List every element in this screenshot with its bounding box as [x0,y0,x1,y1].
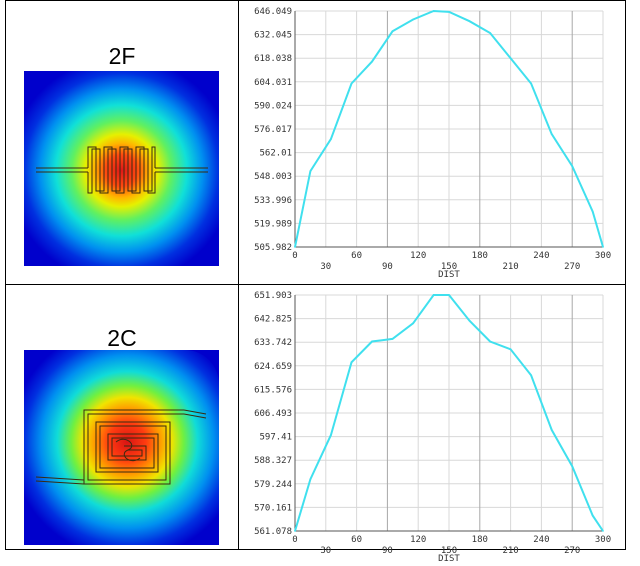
data-point [509,348,512,351]
data-point [550,133,553,135]
y-tick-label: 505.982 [254,243,292,253]
data-point [330,434,332,436]
x-tick-label: 300 [595,535,611,545]
x-tick-label: 240 [533,535,549,545]
x-tick-label: 0 [292,535,297,545]
chart-svg: 505.982 519.989 533.996 548.003 562.01 576.01… [254,7,611,280]
data-point [448,294,450,296]
y-tick-label: 651.903 [254,291,292,301]
y-tick-label: 615.576 [254,385,292,395]
y-tick-label: 519.989 [254,219,292,229]
column-divider [238,1,239,549]
y-tick-label: 604.031 [254,78,292,88]
data-point [530,374,532,377]
y-tick-label: 562.01 [259,149,292,159]
data-point [591,210,594,213]
data-point [571,465,573,468]
data-point [432,294,435,296]
x-tick-label: 240 [533,251,549,261]
data-point [371,60,373,63]
data-point [602,530,604,532]
y-tick-label: 570.161 [254,503,292,513]
x-tick-label: 180 [472,535,488,545]
x-tick-label: 180 [472,251,488,261]
data-point [530,82,532,85]
y-tick-label: 561.078 [254,527,292,537]
y-tick-label: 579.244 [254,480,292,490]
data-point [432,10,435,12]
y-tick-label: 588.327 [254,456,292,466]
y-tick-label: 624.659 [254,362,292,372]
y-tick-label: 533.996 [254,196,292,206]
x-tick-label: 30 [320,262,331,272]
panel-label-2f: 2F [108,43,136,69]
line-chart-2f: 505.982 519.989 533.996 548.003 562.01 576.01… [238,2,623,282]
data-point [350,361,353,364]
y-tick-label: 632.045 [254,31,292,41]
data-point [571,165,573,167]
heatmap-2c [24,350,219,550]
y-tick-label: 642.825 [254,315,292,325]
x-tick-label: 270 [564,262,580,272]
x-tick-label: 120 [410,535,426,545]
data-point [391,30,394,33]
x-tick-label: 300 [595,251,611,261]
x-tick-label: 150 [441,262,457,272]
data-point [330,138,332,140]
data-point [350,82,353,85]
x-axis-label: DIST [438,270,460,280]
x-tick-label: 60 [351,251,362,261]
x-axis-label: DIST [438,554,460,564]
data-point [550,429,553,431]
data-point [591,514,594,517]
x-tick-label: 210 [502,262,518,272]
y-tick-label: 618.038 [254,54,292,64]
x-tick-label: 30 [320,546,331,556]
data-point [371,340,373,343]
data-point [294,530,296,532]
data-point [309,170,312,172]
x-tick-label: 120 [410,251,426,261]
data-point [294,246,296,248]
data-point [448,11,450,13]
data-point [509,57,512,60]
y-tick-label: 646.049 [254,7,292,17]
data-point [412,322,414,325]
heatmap-2f [24,71,219,271]
data-point [391,338,394,340]
x-tick-label: 60 [351,535,362,545]
data-point [602,246,604,248]
x-tick-label: 210 [502,546,518,556]
line-chart-2c: 561.078 570.161 579.244 588.327 597.41 606.49… [238,286,623,566]
x-tick-label: 90 [382,262,393,272]
x-tick-label: 270 [564,546,580,556]
data-point [489,32,491,34]
data-point [489,340,491,343]
panel-label-2c: 2C [107,325,137,351]
x-tick-label: 0 [292,251,297,261]
x-tick-label: 90 [382,546,393,556]
data-point [412,18,414,21]
y-tick-label: 548.003 [254,172,292,182]
y-tick-label: 633.742 [254,338,292,348]
data-point [309,478,312,481]
y-tick-label: 597.41 [259,433,292,443]
data-point [468,319,471,322]
y-tick-label: 590.024 [254,101,292,111]
y-tick-label: 576.017 [254,125,292,135]
chart-svg: 561.078 570.161 579.244 588.327 597.41 606.49… [254,291,611,564]
figure-grid [5,0,626,550]
data-point [468,20,471,22]
row-divider [6,284,625,285]
y-tick-label: 606.493 [254,409,292,419]
